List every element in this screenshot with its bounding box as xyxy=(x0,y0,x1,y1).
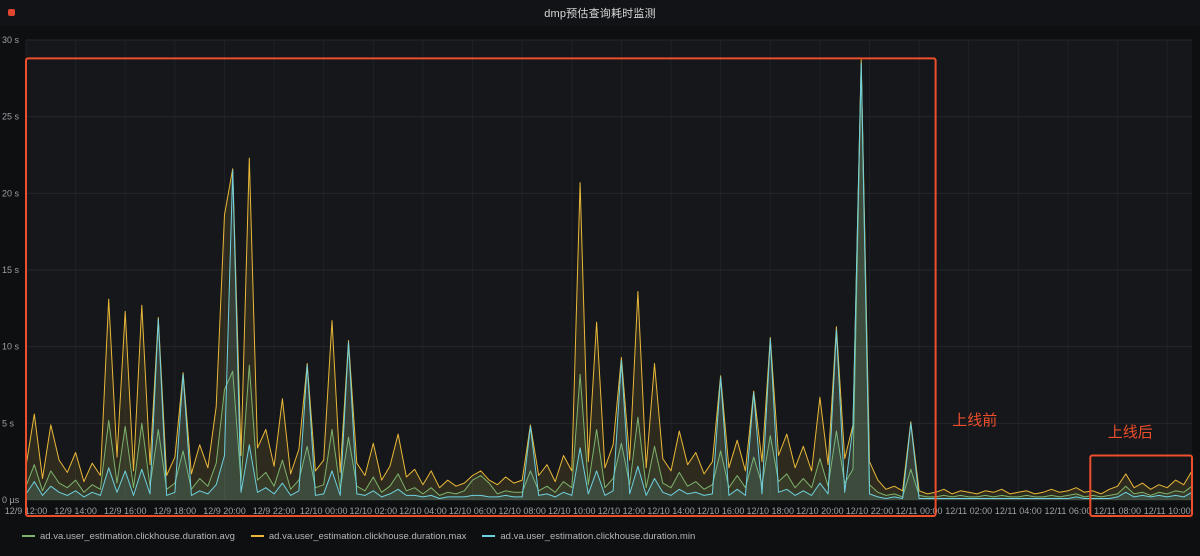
x-tick-label: 12/9 16:00 xyxy=(104,506,147,516)
x-tick-label: 12/10 20:00 xyxy=(796,506,844,516)
x-axis-labels: 12/9 12:00 12/9 14:00 12/9 16:00 12/9 18:00… xyxy=(5,506,1191,516)
x-tick-label: 12/11 00:00 xyxy=(896,506,943,516)
x-tick-label: 12/11 10:00 xyxy=(1144,506,1191,516)
annotation-box xyxy=(1089,454,1194,517)
x-tick-label: 12/9 18:00 xyxy=(154,506,197,516)
legend-item-avg[interactable]: ad.va.user_estimation.clickhouse.duratio… xyxy=(22,531,235,542)
legend-swatch-max xyxy=(250,535,264,537)
legend-label-max: ad.va.user_estimation.clickhouse.duratio… xyxy=(268,530,467,542)
y-axis-labels: 0 µs 5 s 10 s 15 s 20 s 25 s 30 s xyxy=(2,35,20,505)
x-tick-label: 12/9 22:00 xyxy=(253,506,296,516)
annotation-label: 上线前 xyxy=(952,412,997,429)
y-tick-label: 25 s xyxy=(2,112,20,122)
x-tick-label: 12/10 04:00 xyxy=(399,506,447,516)
panel-header: dmp预估查询耗时监测 xyxy=(0,0,1200,26)
x-tick-label: 12/10 18:00 xyxy=(746,506,794,516)
x-tick-label: 12/10 22:00 xyxy=(846,506,894,516)
legend: ad.va.user_estimation.clickhouse.duratio… xyxy=(22,527,695,545)
legend-item-max[interactable]: ad.va.user_estimation.clickhouse.duratio… xyxy=(250,530,467,542)
legend-item-min[interactable]: ad.va.user_estimation.clickhouse.duratio… xyxy=(482,531,695,542)
x-tick-label: 12/10 06:00 xyxy=(449,506,497,516)
x-tick-label: 12/10 00:00 xyxy=(300,506,348,516)
x-tick-label: 12/9 14:00 xyxy=(54,506,97,516)
legend-swatch-avg xyxy=(22,535,35,537)
x-tick-label: 12/10 10:00 xyxy=(548,506,596,516)
y-tick-label: 5 s xyxy=(2,418,15,428)
y-tick-label: 20 s xyxy=(2,188,20,198)
panel-title: dmp预估查询耗时监测 xyxy=(544,8,656,20)
series-min xyxy=(25,62,1193,500)
x-tick-label: 12/10 16:00 xyxy=(697,506,745,516)
legend-label-min: ad.va.user_estimation.clickhouse.duratio… xyxy=(500,530,696,542)
gridlines xyxy=(25,39,1192,501)
y-tick-label: 0 µs xyxy=(2,495,20,505)
x-tick-label: 12/10 02:00 xyxy=(350,506,398,516)
y-tick-label: 30 s xyxy=(2,35,20,45)
series-max xyxy=(25,59,1193,501)
x-tick-label: 12/10 08:00 xyxy=(498,506,546,516)
legend-swatch-min xyxy=(482,535,496,537)
alert-indicator-icon xyxy=(8,9,15,16)
series-avg xyxy=(25,64,1193,500)
timeseries-chart[interactable]: 12/9 12:00 12/9 14:00 12/9 16:00 12/9 18:00… xyxy=(0,26,1200,526)
x-tick-label: 12/9 20:00 xyxy=(203,506,246,516)
x-tick-label: 12/11 06:00 xyxy=(1045,506,1092,516)
legend-label-avg: ad.va.user_estimation.clickhouse.duratio… xyxy=(40,530,235,542)
x-tick-label: 12/10 14:00 xyxy=(647,506,695,516)
y-tick-label: 10 s xyxy=(2,342,20,352)
x-tick-label: 12/11 08:00 xyxy=(1094,506,1141,516)
x-tick-label: 12/11 02:00 xyxy=(945,506,992,516)
annotation-box xyxy=(25,57,937,518)
y-tick-label: 15 s xyxy=(2,265,20,275)
x-tick-label: 12/10 12:00 xyxy=(598,506,646,516)
x-tick-label: 12/11 04:00 xyxy=(995,506,1042,516)
annotation-label: 上线后 xyxy=(1108,424,1153,441)
